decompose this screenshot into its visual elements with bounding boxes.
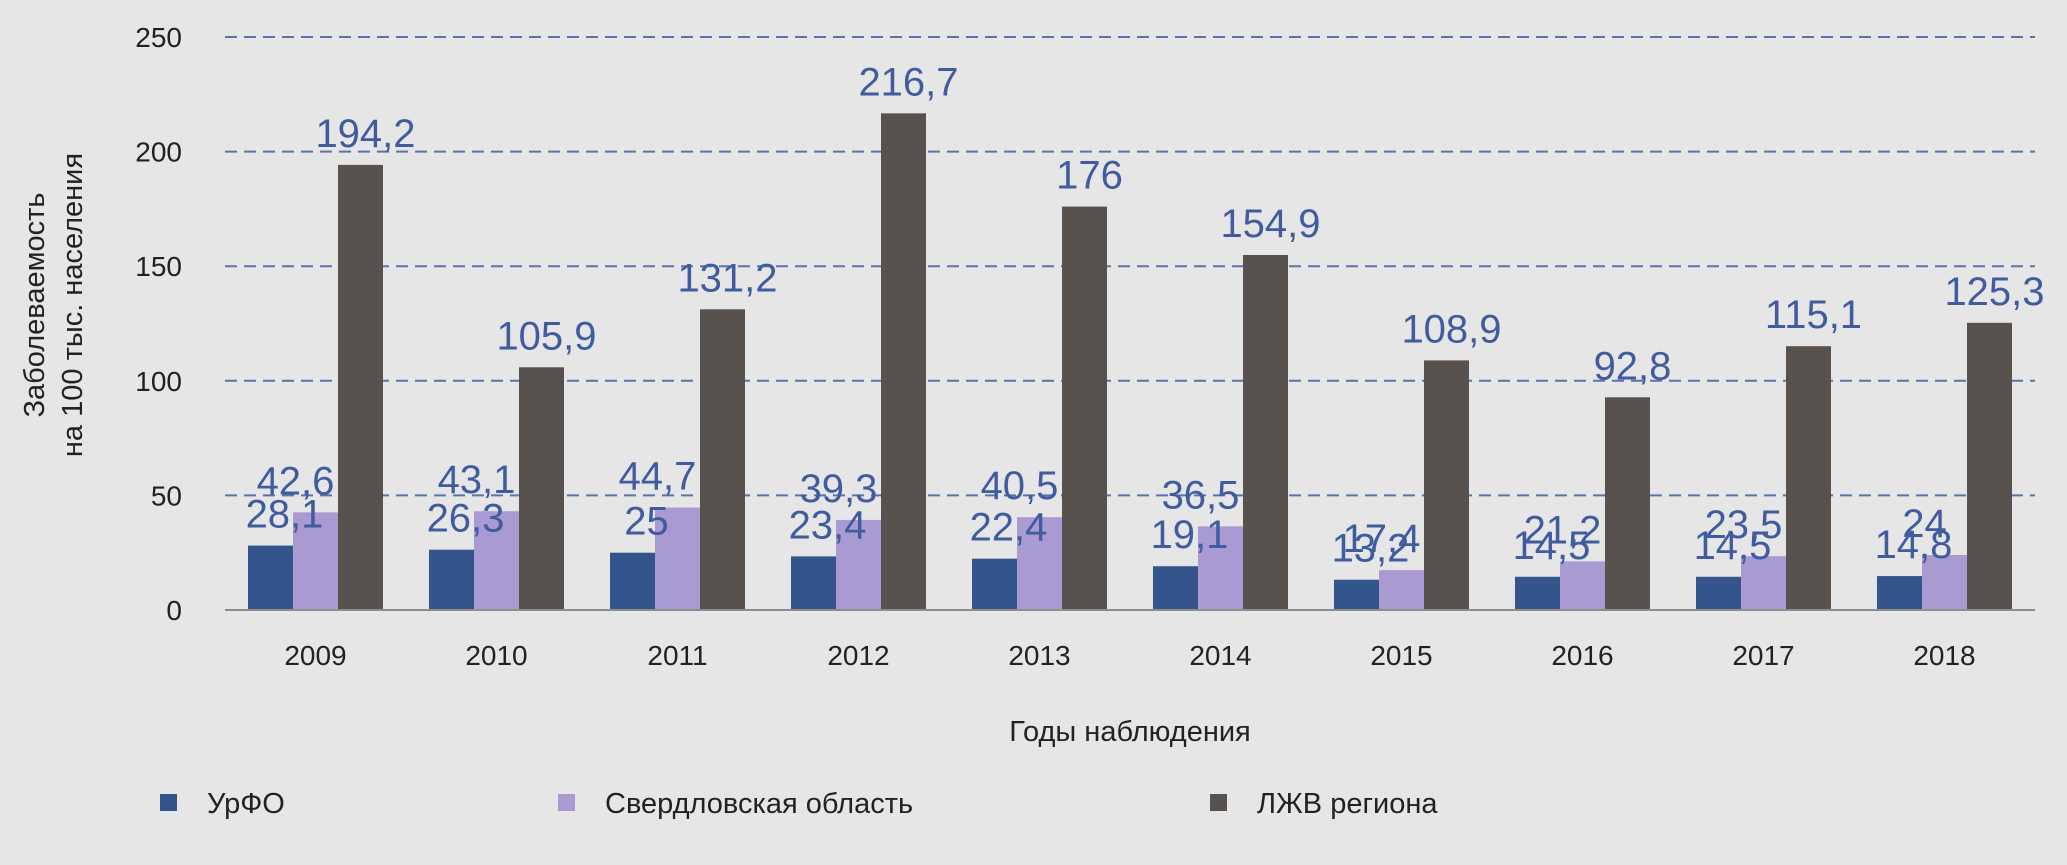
data-label: 17,4 — [1343, 517, 1421, 561]
data-label: 92,8 — [1594, 344, 1672, 388]
data-label: 14,5 — [1694, 524, 1772, 568]
data-label: 19,1 — [1151, 513, 1229, 557]
data-label: 40,5 — [981, 464, 1059, 508]
x-axis-ticks: 2009 2010 2011 2012 2013 2014 2015 2016 2017 2018 — [284, 640, 1975, 671]
legend-label: Свердловская область — [605, 788, 913, 820]
bar-2015-1 — [1334, 579, 1379, 610]
bar-2009-1 — [248, 545, 293, 610]
x-tick-label: 2013 — [1008, 640, 1070, 671]
x-axis-title: Годы наблюдения — [1009, 716, 1251, 748]
bars — [248, 113, 2012, 611]
bar-2009-3 — [338, 164, 383, 610]
y-axis-title-line-1: Заболеваемость — [19, 192, 51, 417]
bar-2015-3 — [1424, 360, 1469, 610]
bar-2013-2 — [1017, 517, 1062, 610]
bar-2009-2 — [293, 512, 338, 610]
data-label: 23,5 — [1705, 503, 1783, 547]
data-label: 154,9 — [1220, 202, 1320, 246]
data-label: 26,3 — [427, 497, 505, 541]
data-label: 216,7 — [858, 60, 958, 104]
legend-swatch — [558, 794, 575, 811]
y-tick-label: 0 — [166, 595, 182, 626]
bar-2018-1 — [1877, 576, 1922, 610]
bar-2015-2 — [1379, 570, 1424, 610]
bar-2017-2 — [1741, 556, 1786, 610]
bar-2014-3 — [1243, 254, 1288, 611]
y-tick-label: 50 — [151, 480, 182, 511]
data-label: 39,3 — [800, 467, 878, 511]
y-tick-label: 100 — [135, 366, 182, 397]
data-label: 14,5 — [1513, 524, 1591, 568]
bar-2016-2 — [1560, 561, 1605, 610]
data-label: 108,9 — [1401, 307, 1501, 351]
bar-2018-3 — [1967, 322, 2012, 610]
data-label: 25 — [624, 500, 669, 544]
y-tick-label: 250 — [135, 22, 182, 53]
data-label: 105,9 — [496, 314, 596, 358]
bar-2016-1 — [1515, 576, 1560, 610]
bar-2016-3 — [1605, 397, 1650, 610]
data-label: 36,5 — [1162, 473, 1240, 517]
y-axis-ticks: 0 50 100 150 200 250 — [135, 22, 182, 626]
data-label: 194,2 — [315, 112, 415, 156]
bar-2012-2 — [836, 519, 881, 610]
data-label: 115,1 — [1765, 293, 1862, 337]
data-label: 13,2 — [1332, 527, 1410, 571]
y-tick-label: 200 — [135, 137, 182, 168]
bar-2012-1 — [791, 556, 836, 610]
data-label: 21,2 — [1524, 508, 1602, 552]
bar-2011-2 — [655, 507, 700, 610]
data-label: 28,1 — [246, 493, 324, 537]
data-label: 23,4 — [789, 503, 867, 547]
legend-swatch — [160, 794, 177, 811]
data-label: 176 — [1056, 154, 1123, 198]
y-axis-title-line-2: на 100 тыс. населения — [57, 153, 89, 457]
data-label: 44,7 — [619, 455, 697, 499]
x-tick-label: 2018 — [1913, 640, 1975, 671]
bar-2012-3 — [881, 113, 926, 610]
x-tick-label: 2016 — [1551, 640, 1613, 671]
bar-2018-2 — [1922, 554, 1967, 610]
bar-2010-1 — [429, 549, 474, 610]
legend: УрФО Свердловская область ЛЖВ региона — [160, 788, 1438, 820]
bar-2014-1 — [1153, 566, 1198, 610]
x-tick-label: 2015 — [1370, 640, 1432, 671]
data-label: 14,8 — [1875, 523, 1953, 567]
bar-2013-3 — [1062, 206, 1107, 610]
legend-swatch — [1210, 794, 1227, 811]
bar-2010-2 — [474, 511, 519, 610]
x-tick-label: 2009 — [284, 640, 346, 671]
legend-label: ЛЖВ региона — [1257, 788, 1438, 820]
bar-2017-3 — [1786, 346, 1831, 610]
x-tick-label: 2011 — [647, 640, 707, 671]
gridlines — [225, 36, 2035, 497]
data-label: 131,2 — [677, 256, 777, 300]
bar-2011-3 — [700, 309, 745, 610]
data-label: 22,4 — [970, 506, 1048, 550]
bar-2013-1 — [972, 558, 1017, 610]
x-tick-label: 2017 — [1732, 640, 1794, 671]
bar-2011-1 — [610, 552, 655, 610]
data-label: 24 — [1902, 502, 1947, 546]
legend-label: УрФО — [207, 788, 285, 820]
data-label: 125,3 — [1944, 270, 2044, 314]
x-tick-label: 2014 — [1189, 640, 1251, 671]
x-tick-label: 2012 — [827, 640, 889, 671]
data-label: 42,6 — [257, 459, 335, 503]
y-tick-label: 150 — [135, 251, 182, 282]
bar-2010-3 — [519, 367, 564, 610]
data-label: 43,1 — [438, 458, 516, 502]
bar-2017-1 — [1696, 576, 1741, 610]
bar-2014-2 — [1198, 526, 1243, 610]
x-tick-label: 2010 — [465, 640, 527, 671]
